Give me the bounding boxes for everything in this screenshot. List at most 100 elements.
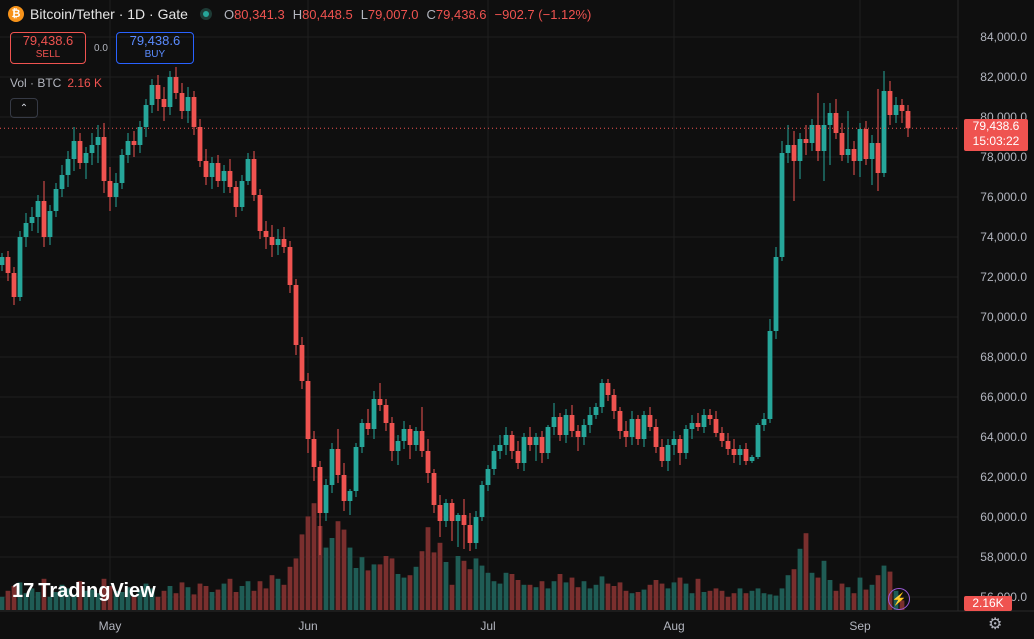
volume-value: 2.16 K: [67, 76, 103, 90]
candle-body: [41, 201, 47, 237]
candle-body: [143, 105, 149, 127]
candle-body: [905, 111, 911, 129]
candle-body: [317, 467, 323, 513]
candle-body: [533, 437, 539, 445]
volume-bar: [41, 578, 47, 610]
candle-body: [575, 431, 581, 437]
lightning-icon[interactable]: ⚡: [888, 588, 910, 610]
candle-body: [881, 91, 887, 173]
volume-bar: [563, 582, 569, 610]
candle-body: [593, 407, 599, 415]
volume-bar: [533, 587, 539, 610]
candle-body: [545, 427, 551, 453]
y-tick-label: 74,000.0: [980, 230, 1027, 244]
y-tick-label: 60,000.0: [980, 510, 1027, 524]
candle-body: [191, 97, 197, 127]
gear-icon[interactable]: ⚙: [988, 616, 1003, 633]
y-tick-label: 78,000.0: [980, 150, 1027, 164]
volume-bar: [521, 584, 527, 610]
candle-body: [281, 239, 287, 247]
volume-bar: [641, 589, 647, 610]
candle-body: [101, 137, 107, 181]
volume-bar: [449, 584, 455, 610]
candle-body: [461, 515, 467, 525]
volume-bar: [221, 583, 227, 610]
sell-button[interactable]: 79,438.6 SELL: [10, 32, 86, 64]
volume-legend[interactable]: Vol · BTC 2.16 K: [10, 76, 102, 90]
candle-body: [731, 449, 737, 455]
candle-body: [269, 237, 275, 245]
volume-bar: [647, 584, 653, 610]
volume-bar: [503, 572, 509, 610]
candle-body: [641, 415, 647, 439]
tradingview-logo-text: TradingView: [38, 580, 156, 602]
volume-bar: [821, 560, 827, 610]
candle-body: [173, 77, 179, 93]
candle-body: [419, 431, 425, 451]
high-label: H: [292, 6, 303, 22]
candle-body: [293, 285, 299, 345]
candle-body: [209, 163, 215, 177]
volume-bar: [479, 565, 485, 610]
candle-body: [623, 431, 629, 437]
buy-button[interactable]: 79,438.6 BUY: [115, 32, 194, 64]
tradingview-logo[interactable]: 17 TradingView: [12, 580, 156, 603]
candle-body: [761, 419, 767, 425]
candle-body: [599, 383, 605, 407]
y-tick-label: 58,000.0: [980, 550, 1027, 564]
y-tick-label: 64,000.0: [980, 430, 1027, 444]
candle-body: [335, 449, 341, 475]
candle-body: [617, 411, 623, 431]
market-status-icon[interactable]: [199, 8, 212, 20]
volume-bar: [209, 592, 215, 610]
high-value: 80,448.5: [302, 6, 353, 22]
candle-body: [677, 439, 683, 453]
volume-bar: [437, 542, 443, 610]
volume-bar: [695, 578, 701, 610]
candle-body: [689, 423, 695, 429]
candle-body: [485, 469, 491, 485]
volume-bar: [569, 577, 575, 610]
candle-body: [857, 129, 863, 161]
volume-bar: [155, 596, 161, 610]
candle-body: [683, 429, 689, 453]
candle-body: [221, 171, 227, 181]
candle-body: [863, 129, 869, 159]
candle-body: [155, 85, 161, 99]
volume-bar: [401, 577, 407, 610]
candle-body: [869, 143, 875, 159]
volume-bar: [767, 594, 773, 610]
candle-body: [773, 257, 779, 331]
candle-body: [77, 141, 83, 163]
volume-bar: [797, 548, 803, 610]
volume-bar: [395, 574, 401, 610]
candle-body: [467, 525, 473, 543]
candle-body: [17, 237, 23, 297]
volume-bar: [281, 584, 287, 610]
volume-bar: [863, 589, 869, 610]
volume-bar: [113, 590, 119, 610]
spread-value: 0.0: [94, 42, 108, 54]
volume-bar: [191, 594, 197, 610]
volume-bar: [839, 583, 845, 610]
volume-bar: [389, 558, 395, 610]
volume-bar: [785, 575, 791, 610]
volume-bar: [107, 586, 113, 610]
volume-bar: [605, 583, 611, 610]
candle-body: [407, 429, 413, 445]
y-tick-label: 66,000.0: [980, 390, 1027, 404]
volume-bar: [371, 564, 377, 610]
candle-body: [455, 515, 461, 521]
volume-bar: [77, 581, 83, 610]
candle-body: [197, 127, 203, 161]
volume-bar: [53, 592, 59, 610]
volume-label: Vol · BTC: [10, 76, 62, 90]
volume-bar: [47, 596, 53, 610]
volume-bar: [413, 566, 419, 610]
volume-bar: [731, 593, 737, 610]
symbol-title[interactable]: Bitcoin/Tether · 1D · Gate: [30, 6, 188, 22]
x-tick-label: Jun: [298, 619, 317, 633]
volume-bar: [875, 575, 881, 610]
collapse-legend-button[interactable]: ⌃: [10, 98, 38, 118]
